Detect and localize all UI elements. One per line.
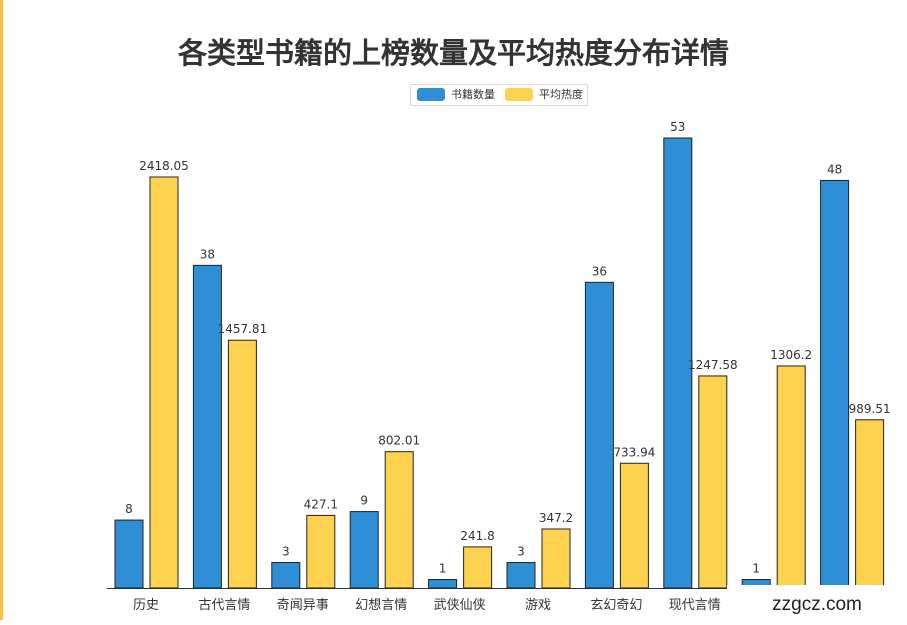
bar-count-3[interactable]	[349, 511, 379, 589]
data-label-count-1: 38	[200, 247, 215, 261]
legend-item-heat[interactable]: 平均热度	[505, 87, 585, 103]
chart-legend: 书籍数量 平均热度	[410, 84, 588, 106]
data-label-count-3: 9	[360, 494, 368, 508]
bar-heat-1[interactable]	[227, 339, 257, 589]
data-label-count-4: 1	[439, 562, 447, 576]
legend-swatch-heat	[505, 88, 533, 101]
bar-count-9[interactable]	[820, 179, 850, 589]
bar-count-1[interactable]	[192, 264, 222, 589]
legend-item-count[interactable]: 书籍数量	[417, 87, 503, 103]
x-tick-label-3: 幻想言情	[355, 597, 407, 613]
data-label-heat-0: 2418.05	[139, 159, 189, 173]
data-label-heat-9: 989.51	[849, 402, 891, 416]
data-label-count-9: 48	[827, 162, 842, 176]
left-accent-bar	[0, 0, 3, 620]
data-label-heat-4: 241.8	[460, 529, 494, 543]
data-label-count-5: 3	[517, 545, 525, 559]
bar-heat-8[interactable]	[776, 365, 806, 589]
legend-label-heat: 平均热度	[539, 88, 583, 101]
bar-heat-7[interactable]	[698, 375, 728, 589]
bar-heat-2[interactable]	[306, 514, 336, 589]
data-label-heat-3: 802.01	[378, 434, 420, 448]
x-tick-label-1: 古代言情	[198, 598, 250, 613]
bar-count-5[interactable]	[506, 562, 536, 589]
x-tick-label-0: 历史	[133, 598, 159, 613]
bar-heat-6[interactable]	[619, 462, 649, 589]
bar-heat-0[interactable]	[149, 176, 179, 589]
data-label-count-0: 8	[125, 502, 133, 516]
bar-heat-4[interactable]	[463, 546, 493, 589]
bar-count-0[interactable]	[114, 519, 144, 589]
data-label-count-2: 3	[282, 545, 290, 559]
bar-count-4[interactable]	[428, 579, 458, 589]
data-label-heat-8: 1306.2	[770, 348, 812, 362]
x-tick-label-5: 游戏	[525, 598, 551, 613]
data-label-count-7: 53	[670, 120, 685, 134]
x-tick-label-6: 玄幻奇幻	[590, 597, 642, 613]
bar-heat-3[interactable]	[384, 451, 414, 589]
bar-heat-5[interactable]	[541, 528, 571, 589]
legend-label-count: 书籍数量	[451, 88, 495, 101]
data-label-heat-7: 1247.58	[688, 358, 738, 372]
watermark-text: zzgcz.com	[727, 585, 907, 620]
chart-title: 各类型书籍的上榜数量及平均热度分布详情	[177, 36, 729, 70]
x-tick-label-4: 武侠仙侠	[434, 598, 486, 613]
data-label-heat-5: 347.2	[539, 511, 573, 525]
data-label-heat-1: 1457.81	[218, 322, 268, 336]
x-tick-label-7: 现代言情	[669, 598, 721, 613]
data-label-heat-2: 427.1	[304, 497, 338, 511]
bar-count-2[interactable]	[271, 562, 301, 589]
data-label-count-8: 1	[752, 562, 760, 576]
bar-heat-9[interactable]	[855, 419, 885, 589]
x-tick-label-2: 奇闻异事	[277, 597, 329, 613]
legend-swatch-count	[417, 88, 445, 101]
data-label-count-6: 36	[592, 264, 607, 278]
bar-count-6[interactable]	[584, 281, 614, 589]
bar-count-7[interactable]	[663, 137, 693, 589]
data-label-heat-6: 733.94	[613, 445, 655, 459]
